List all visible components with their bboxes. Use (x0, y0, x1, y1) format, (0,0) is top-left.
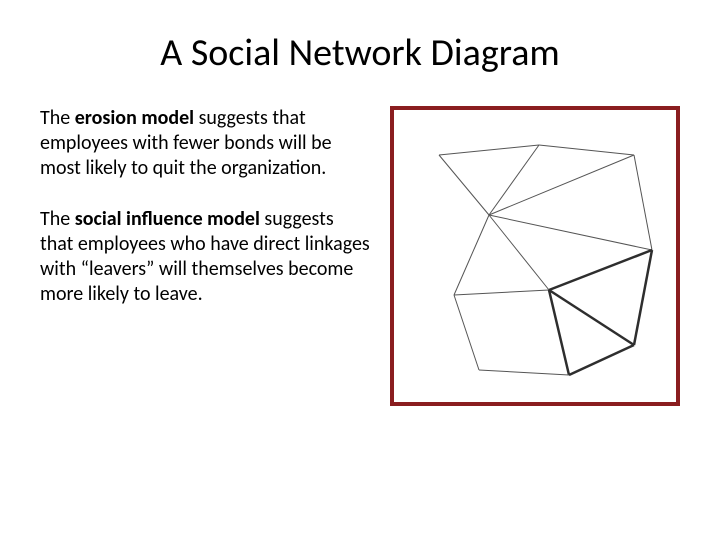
network-edge (479, 370, 569, 375)
slide-title: A Social Network Diagram (40, 30, 680, 76)
para-bold: social influence model (75, 207, 260, 231)
network-edge (454, 290, 549, 295)
network-edge (634, 155, 652, 250)
network-edge (549, 250, 652, 290)
text-column: The erosion model suggests that employee… (40, 106, 370, 406)
para-bold: erosion model (75, 106, 194, 130)
paragraph-social-influence: The social influence model suggests that… (40, 207, 370, 307)
network-edges (394, 110, 676, 402)
network-edge (439, 155, 489, 215)
network-edge (569, 345, 634, 375)
network-edge (539, 145, 634, 155)
network-edge (489, 215, 652, 250)
network-edge (454, 295, 479, 370)
diagram-column (390, 106, 680, 406)
slide: A Social Network Diagram The erosion mod… (0, 0, 720, 540)
network-edge (549, 290, 569, 375)
network-edge (454, 215, 489, 295)
network-edge (634, 250, 652, 345)
network-edge (549, 290, 634, 345)
network-diagram (390, 106, 680, 406)
content-row: The erosion model suggests that employee… (40, 106, 680, 406)
paragraph-erosion: The erosion model suggests that employee… (40, 106, 370, 181)
network-edge (439, 145, 539, 155)
para-text: The (40, 106, 75, 130)
para-text: The (40, 207, 75, 231)
